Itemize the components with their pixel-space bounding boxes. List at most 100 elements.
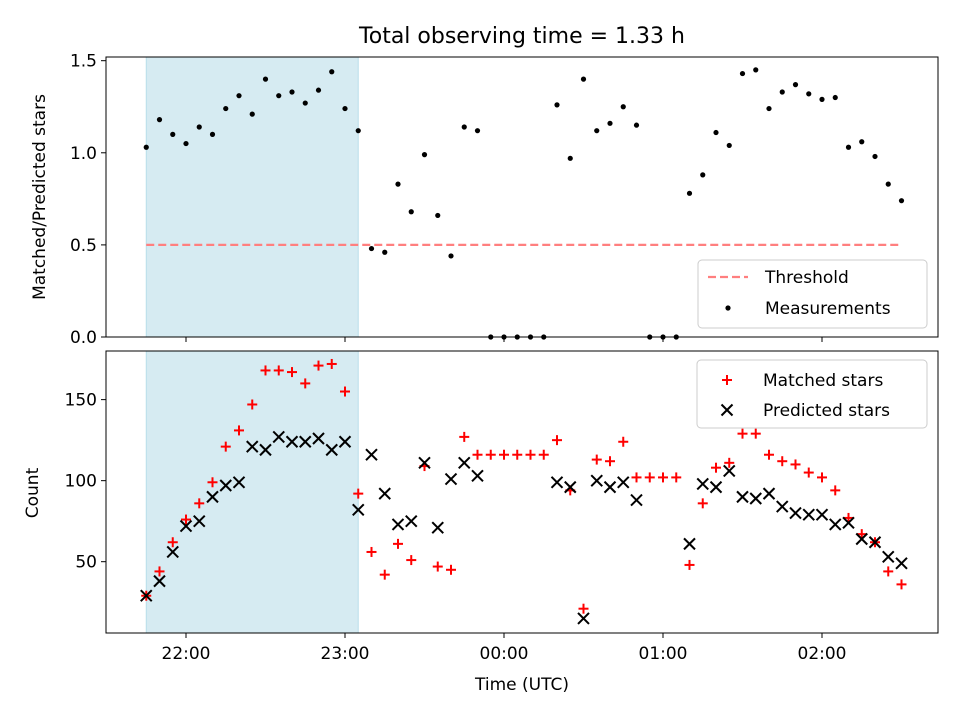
measurement-point — [382, 249, 388, 255]
matched-star-point — [817, 472, 827, 483]
predicted-star-point — [564, 480, 577, 494]
measurement-point — [713, 129, 719, 136]
matched-star-point — [711, 462, 721, 473]
measurement-point — [898, 198, 905, 204]
measurement-point — [726, 142, 732, 149]
matched-star-point — [883, 566, 894, 577]
measurement-point — [620, 104, 626, 110]
predicted-star-point — [895, 557, 908, 570]
matched-star-point — [777, 456, 788, 467]
matched-star-point — [803, 467, 814, 478]
matched-star-point — [207, 477, 218, 488]
predicted-star-point — [749, 492, 762, 505]
bottom-y-tick-label: 100 — [65, 472, 97, 492]
matched-star-point — [552, 435, 562, 446]
chart-title: Total observing time = 1.33 h — [358, 24, 685, 49]
legend-frame — [696, 359, 928, 429]
predicted-star-point — [219, 479, 232, 492]
measurement-point — [342, 105, 348, 112]
bottom-shaded-layer — [145, 350, 359, 634]
predicted-star-point — [378, 487, 391, 500]
measurement-point — [156, 117, 163, 123]
measurement-point — [302, 100, 308, 106]
measurement-point — [236, 93, 242, 99]
x-tick-label: 23:00 — [321, 644, 370, 664]
matched-star-point — [856, 529, 867, 540]
top-y-tick-label: 0.5 — [70, 236, 97, 256]
measurement-point — [885, 181, 891, 187]
top-plot-frame — [105, 56, 939, 338]
predicted-star-point — [709, 480, 723, 494]
measurement-point — [845, 144, 852, 150]
matched-star-point — [724, 457, 735, 468]
measurement-point — [739, 70, 746, 77]
matched-star-point — [737, 428, 748, 439]
measurement-point — [408, 209, 414, 215]
x-tick-label: 00:00 — [480, 644, 529, 664]
matched-star-point — [260, 365, 271, 376]
predicted-star-point — [418, 456, 431, 470]
matched-star-point — [671, 472, 682, 483]
measurement-point — [607, 120, 613, 126]
matched-star-point — [697, 498, 708, 509]
predicted-star-point — [365, 448, 378, 461]
measurement-point — [872, 153, 878, 160]
predicted-star-point — [696, 477, 709, 491]
predicted-star-point — [630, 493, 643, 507]
matched-star-point — [220, 441, 231, 452]
matched-star-point — [512, 449, 523, 460]
matched-star-point — [790, 459, 801, 470]
measurement-point — [633, 122, 640, 128]
legend-measurements-label: Measurements — [765, 299, 891, 319]
predicted-star-point — [868, 536, 882, 549]
measurement-point — [262, 76, 269, 82]
bottom-y-axis: 50 100 150 — [65, 391, 106, 573]
measurement-point — [792, 82, 799, 88]
measurement-point — [859, 139, 865, 145]
measurement-point — [819, 96, 825, 102]
legend-threshold-label: Threshold — [764, 268, 849, 288]
measurement-point — [196, 124, 202, 130]
predicted-star-point — [391, 518, 405, 531]
top-shaded-layer — [145, 56, 359, 338]
measurement-point — [580, 76, 587, 82]
predicted-star-point — [179, 519, 193, 533]
matched-star-point — [154, 566, 165, 577]
bottom-x-axis: 22:00 23:00 00:00 01:00 02:00 — [162, 633, 847, 664]
top-y-axis-label: Matched/Predicted stars — [30, 94, 50, 300]
predicted-star-point — [789, 506, 802, 520]
bottom-x-axis-label: Time (UTC) — [474, 675, 569, 695]
matched-star-point — [538, 449, 549, 460]
predicted-star-point — [325, 443, 338, 457]
predicted-star-point — [458, 456, 471, 470]
x-tick-label: 22:00 — [162, 644, 211, 664]
predicted-star-point — [471, 469, 484, 483]
legend-predicted-label: Predicted stars — [763, 401, 890, 421]
top-legend: Threshold Measurements — [697, 259, 928, 329]
top-x-ticks — [185, 337, 823, 342]
measurement-point — [461, 124, 467, 130]
matched-star-point — [764, 449, 774, 460]
matched-star-point — [446, 564, 456, 575]
measurement-point — [276, 93, 282, 99]
measurement-point — [567, 155, 573, 161]
matched-star-point — [485, 449, 496, 460]
bottom-plot-frame — [105, 350, 939, 634]
predicted-star-point — [140, 589, 153, 602]
matched-star-point — [843, 512, 854, 523]
predicted-star-point — [444, 472, 458, 486]
measurement-point — [594, 128, 600, 134]
matched-star-point — [644, 472, 655, 483]
measurement-point — [249, 111, 255, 117]
measurement-point — [223, 105, 229, 112]
matched-star-point — [459, 431, 470, 442]
bottom-y-tick-label: 50 — [75, 553, 97, 573]
predicted-star-point — [829, 518, 842, 531]
predicted-star-point — [855, 532, 868, 546]
measurement-point — [686, 190, 693, 196]
matched-star-point — [432, 561, 443, 572]
matched-star-point — [658, 472, 668, 483]
predicted-star-point — [617, 476, 630, 489]
legend-predicted-swatch — [720, 403, 734, 417]
